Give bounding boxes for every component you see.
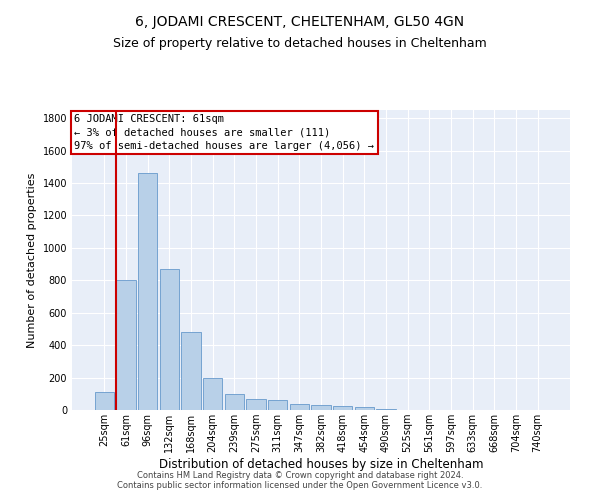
Bar — [246, 400, 266, 410]
Bar — [116, 280, 136, 410]
Bar — [333, 406, 352, 410]
Bar — [268, 400, 287, 410]
Text: Contains HM Land Registry data © Crown copyright and database right 2024.
Contai: Contains HM Land Registry data © Crown c… — [118, 470, 482, 490]
Bar — [311, 406, 331, 410]
Bar — [181, 332, 201, 410]
Y-axis label: Number of detached properties: Number of detached properties — [27, 172, 37, 348]
Bar — [290, 404, 309, 410]
Text: Size of property relative to detached houses in Cheltenham: Size of property relative to detached ho… — [113, 38, 487, 51]
Bar — [160, 269, 179, 410]
Bar — [138, 173, 157, 410]
Bar — [355, 407, 374, 410]
Bar — [95, 392, 114, 410]
Bar — [376, 409, 396, 410]
Text: 6, JODAMI CRESCENT, CHELTENHAM, GL50 4GN: 6, JODAMI CRESCENT, CHELTENHAM, GL50 4GN — [136, 15, 464, 29]
Bar — [224, 394, 244, 410]
X-axis label: Distribution of detached houses by size in Cheltenham: Distribution of detached houses by size … — [159, 458, 483, 471]
Text: 6 JODAMI CRESCENT: 61sqm
← 3% of detached houses are smaller (111)
97% of semi-d: 6 JODAMI CRESCENT: 61sqm ← 3% of detache… — [74, 114, 374, 151]
Bar — [203, 378, 223, 410]
